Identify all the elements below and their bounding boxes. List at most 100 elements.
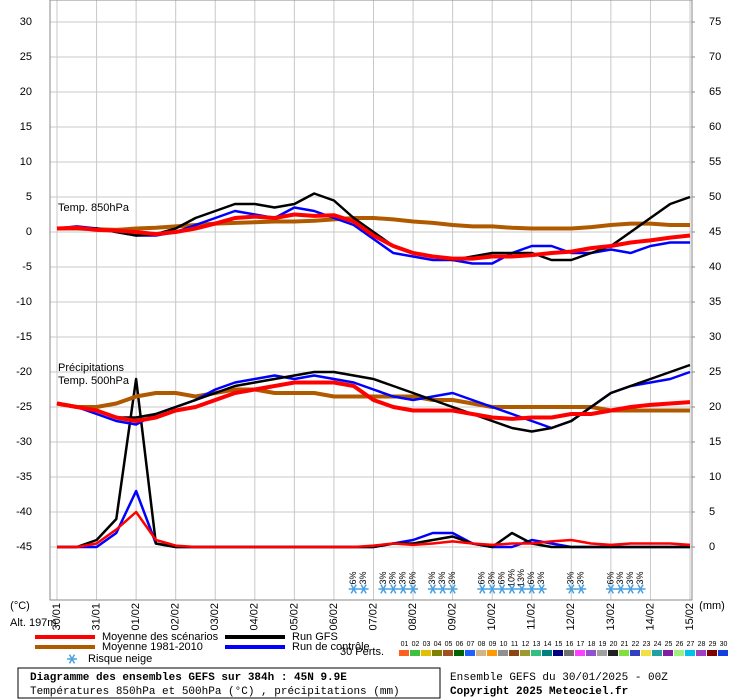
plot: 6% 3% 3% 3% 3% 6% 3% 3% 3% 6% 3% 6% 10% 13% 6% 3% 3% 3% 6%… xyxy=(56,192,691,594)
snowflake xyxy=(576,584,587,594)
snowflake xyxy=(437,584,448,594)
y-tick-label: -30 xyxy=(16,436,32,448)
y2-tick-label: 40 xyxy=(709,261,721,273)
snowflake-stroke xyxy=(637,584,644,594)
y2-tick-label: 5 xyxy=(709,506,715,518)
y2-tick-label: 70 xyxy=(709,51,721,63)
snow-risk-label: 6% xyxy=(407,571,417,584)
snow-risk-label: 3% xyxy=(536,571,546,584)
snowflake xyxy=(635,584,646,594)
series-line xyxy=(57,510,691,549)
x-tick-label: 30/01 xyxy=(51,603,63,631)
y-tick-label: -20 xyxy=(16,366,32,378)
copyright: Copyright 2025 Meteociel.fr xyxy=(450,686,628,698)
perturbation-swatch xyxy=(476,650,486,656)
snowflake xyxy=(605,584,616,594)
y-tick-label: -35 xyxy=(16,471,32,483)
x-tick-label: 05/02 xyxy=(288,603,300,631)
snowflake xyxy=(388,584,399,594)
x-tick-label: 07/02 xyxy=(367,603,379,631)
y2-tick-label: 75 xyxy=(709,16,721,28)
y2-tick-label: 0 xyxy=(709,541,715,553)
snowflake xyxy=(487,584,498,594)
perturbation-number: 27 xyxy=(687,641,695,648)
snow-risk-label: 3% xyxy=(615,571,625,584)
perturbation-swatch xyxy=(696,650,706,656)
perturbation-number: 24 xyxy=(654,641,662,648)
perturbation-swatch xyxy=(465,650,475,656)
snow-risk-label: 3% xyxy=(566,571,576,584)
series-line xyxy=(56,387,690,413)
snowflake-stroke xyxy=(479,584,486,594)
perturbation-number: 19 xyxy=(599,641,607,648)
snow-risk-label: 13% xyxy=(516,569,526,587)
perturbation-number: 14 xyxy=(544,641,552,648)
y2-tick-label: 10 xyxy=(709,471,721,483)
snowflake-stroke xyxy=(360,584,367,594)
snowflake-stroke xyxy=(350,584,357,594)
snowflake xyxy=(67,654,77,664)
run-label: Ensemble GEFS du 30/01/2025 - 00Z xyxy=(450,672,668,684)
perturbation-swatch xyxy=(619,650,629,656)
perturbation-swatch xyxy=(432,650,442,656)
grid xyxy=(50,0,692,600)
snowflake-stroke xyxy=(390,584,397,594)
x-tick-label: 15/02 xyxy=(684,603,696,631)
y-tick-label: 0 xyxy=(26,226,32,238)
snowflake-stroke xyxy=(380,584,387,594)
perturbation-number: 06 xyxy=(456,641,464,648)
x-tick-label: 08/02 xyxy=(407,603,419,631)
snowflake-stroke xyxy=(449,584,456,594)
altitude: Alt. 197m xyxy=(10,617,56,629)
perturbation-swatch xyxy=(498,650,508,656)
x-tick-label: 03/02 xyxy=(209,603,221,631)
y-tick-label: 20 xyxy=(20,86,32,98)
y-tick-label: 5 xyxy=(26,191,32,203)
perturbations-label: 30 Perts. xyxy=(340,646,384,658)
t500-label: Temp. 500hPa xyxy=(58,375,130,387)
snow-risk-label: 10% xyxy=(506,569,516,587)
snowflake xyxy=(447,584,458,594)
snow-risk-label: 3% xyxy=(635,571,645,584)
snowflake xyxy=(506,584,517,594)
perturbation-number: 21 xyxy=(621,641,629,648)
snow-risk-label: 3% xyxy=(358,571,368,584)
snow-risk-label: 6% xyxy=(477,571,487,584)
y2-tick-label: 60 xyxy=(709,121,721,133)
snowflake xyxy=(536,584,547,594)
t850-label: Temp. 850hPa xyxy=(58,202,130,214)
perturbation-number: 17 xyxy=(577,641,585,648)
snowflake xyxy=(477,584,488,594)
perturbation-number: 30 xyxy=(720,641,728,648)
perturbation-swatch xyxy=(641,650,651,656)
x-tick-label: 10/02 xyxy=(486,603,498,631)
snowflake xyxy=(615,584,626,594)
y-tick-label: -45 xyxy=(16,541,32,553)
perturbation-swatch xyxy=(531,650,541,656)
snow-risk-label: 3% xyxy=(625,571,635,584)
y2-tick-label: 50 xyxy=(709,191,721,203)
perturbation-swatch xyxy=(674,650,684,656)
perturbation-swatch xyxy=(399,650,409,656)
x-tick-label: 11/02 xyxy=(526,603,538,630)
perturbation-number: 10 xyxy=(500,641,508,648)
perturbation-swatch xyxy=(663,650,673,656)
snow-risk-label: 6% xyxy=(496,571,506,584)
perturbation-swatch xyxy=(597,650,607,656)
perturbation-number: 13 xyxy=(533,641,541,648)
perturbation-swatch xyxy=(509,650,519,656)
chart-subtitle: Températures 850hPa et 500hPa (°C) , pré… xyxy=(30,686,400,698)
perturbation-number: 20 xyxy=(610,641,618,648)
legend-label: Run GFS xyxy=(292,631,338,643)
snow-risk-label: 3% xyxy=(437,571,447,584)
precip-label: Précipitations xyxy=(58,362,125,374)
snowflake xyxy=(358,584,369,594)
perturbation-swatch xyxy=(421,650,431,656)
snow-risk-label: 3% xyxy=(487,571,497,584)
perturbation-number: 09 xyxy=(489,641,497,648)
snowflake-stroke xyxy=(409,584,417,594)
perturbation-number: 22 xyxy=(632,641,640,648)
y-tick-label: -15 xyxy=(16,331,32,343)
perturbation-number: 23 xyxy=(643,641,651,648)
